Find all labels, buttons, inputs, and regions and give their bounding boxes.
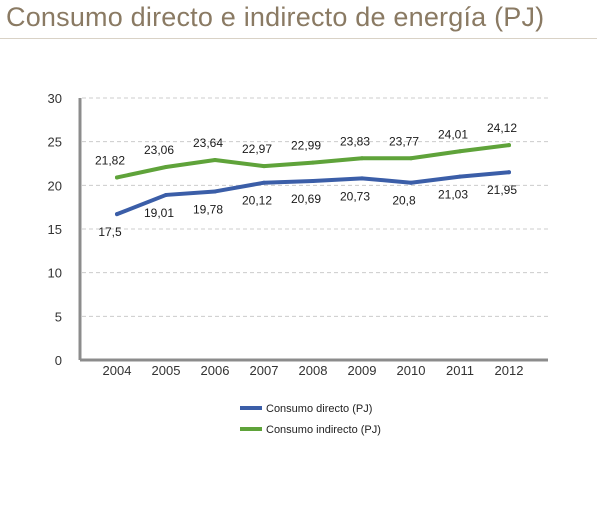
data-point-directo [213, 189, 217, 194]
data-point-directo [262, 180, 266, 185]
chart-legend: Consumo directo (PJ) Consumo indirecto (P… [240, 403, 381, 436]
x-axis-ticks: 2004 2005 2006 2007 2008 2009 2010 2011 2012 [103, 363, 524, 378]
data-label-indirecto: 23,83 [340, 134, 370, 148]
data-point-indirecto [164, 164, 168, 169]
data-label-indirecto: 21,82 [95, 153, 125, 167]
data-point-indirecto [360, 156, 364, 161]
y-tick-label: 15 [48, 222, 62, 237]
data-label-directo: 19,78 [193, 202, 223, 216]
x-tick-label: 2006 [201, 363, 230, 378]
data-point-directo [360, 176, 364, 181]
chart-data-labels: 21,82 23,06 23,64 22,97 22,99 23,83 23,77 24,01… [95, 121, 517, 239]
data-point-directo [409, 180, 413, 185]
data-label-indirecto: 23,77 [389, 134, 419, 148]
x-tick-label: 2012 [495, 363, 524, 378]
data-point-indirecto [458, 149, 462, 154]
y-tick-label: 0 [55, 353, 62, 368]
y-tick-label: 30 [48, 91, 62, 106]
y-tick-label: 5 [55, 309, 62, 324]
data-point-directo [164, 192, 168, 197]
data-point-directo [507, 170, 511, 175]
x-tick-label: 2009 [348, 363, 377, 378]
y-tick-label: 25 [48, 135, 62, 150]
data-point-indirecto [409, 156, 413, 161]
data-point-indirecto [213, 158, 217, 163]
x-tick-label: 2010 [397, 363, 426, 378]
y-tick-label: 10 [48, 266, 62, 281]
data-label-directo: 17,5 [98, 225, 122, 239]
data-point-indirecto [507, 143, 511, 148]
page-title: Consumo directo e indirecto de energía (… [6, 2, 545, 32]
data-label-directo: 20,8 [392, 194, 416, 208]
data-label-indirecto: 24,01 [438, 127, 468, 141]
data-point-directo [311, 178, 315, 183]
data-point-indirecto [115, 175, 119, 180]
data-point-directo [458, 174, 462, 179]
y-tick-label: 20 [48, 178, 62, 193]
data-label-directo: 19,01 [144, 206, 174, 220]
x-tick-label: 2008 [299, 363, 328, 378]
x-tick-label: 2004 [103, 363, 132, 378]
chart-gridlines [82, 97, 548, 317]
data-label-indirecto: 22,97 [242, 142, 272, 156]
x-tick-label: 2005 [152, 363, 181, 378]
y-axis-ticks: 0 5 10 15 20 25 30 [48, 91, 62, 368]
data-label-directo: 20,69 [291, 192, 321, 206]
data-label-indirecto: 23,64 [193, 136, 223, 150]
x-tick-label: 2011 [446, 363, 474, 378]
data-point-indirecto [311, 160, 315, 165]
data-label-indirecto: 24,12 [487, 121, 517, 135]
chart-series [115, 143, 511, 217]
data-label-directo: 21,03 [438, 188, 468, 202]
x-tick-label: 2007 [250, 363, 279, 378]
data-label-indirecto: 23,06 [144, 143, 174, 157]
data-point-directo [115, 212, 119, 217]
legend-label-directo: Consumo directo (PJ) [266, 403, 372, 415]
chart-axes [78, 98, 548, 362]
data-point-indirecto [262, 164, 266, 169]
data-label-directo: 20,73 [340, 189, 370, 203]
legend-label-indirecto: Consumo indirecto (PJ) [266, 424, 381, 436]
data-label-directo: 21,95 [487, 183, 517, 197]
data-label-directo: 20,12 [242, 194, 272, 208]
title-divider [0, 38, 597, 39]
data-label-indirecto: 22,99 [291, 139, 321, 153]
